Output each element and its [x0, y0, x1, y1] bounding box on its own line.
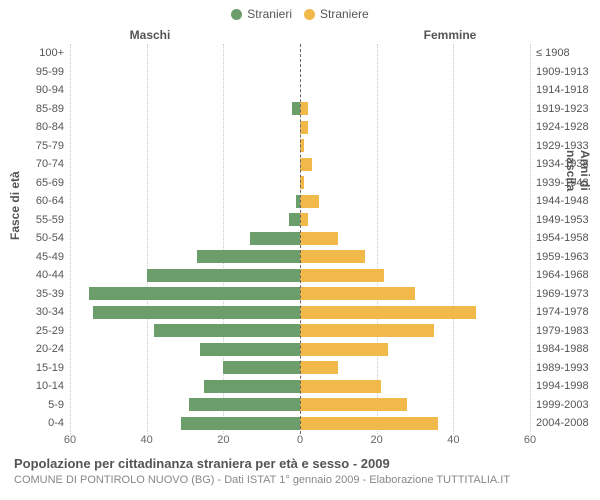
bar-female [300, 269, 384, 282]
bar-male [147, 269, 300, 282]
age-label: 95-99 [24, 63, 64, 81]
bar-female [300, 250, 365, 263]
x-tick: 40 [141, 434, 153, 446]
bar-female [300, 398, 407, 411]
age-label: 30-34 [24, 303, 64, 321]
bar-male [154, 324, 300, 337]
x-tick: 60 [524, 434, 536, 446]
age-label: 60-64 [24, 192, 64, 210]
chart-subtitle: COMUNE DI PONTIROLO NUOVO (BG) - Dati IS… [14, 473, 586, 487]
birth-year-label: 1964-1968 [536, 266, 600, 284]
age-label: 15-19 [24, 359, 64, 377]
age-label: 70-74 [24, 155, 64, 173]
bar-female [300, 417, 438, 430]
bar-male [189, 398, 300, 411]
legend: Stranieri Straniere [0, 0, 600, 28]
birth-year-label: 1979-1983 [536, 322, 600, 340]
birth-year-label: 1999-2003 [536, 396, 600, 414]
age-label: 20-24 [24, 340, 64, 358]
bar-female [300, 287, 415, 300]
y-axis-title-left: Fasce di età [8, 171, 22, 240]
bar-male [89, 287, 300, 300]
birth-year-label: 1969-1973 [536, 285, 600, 303]
age-label: 50-54 [24, 229, 64, 247]
age-label: 5-9 [24, 396, 64, 414]
center-axis [300, 44, 301, 434]
bar-female [300, 102, 308, 115]
x-tick: 40 [447, 434, 459, 446]
side-title-male: Maschi [0, 28, 300, 42]
bar-female [300, 232, 338, 245]
birth-year-label: 1984-1988 [536, 340, 600, 358]
age-label: 85-89 [24, 100, 64, 118]
bar-female [300, 306, 476, 319]
birth-year-label: 1949-1953 [536, 211, 600, 229]
population-pyramid-chart: Stranieri Straniere Maschi Femmine Fasce… [0, 0, 600, 500]
birth-year-label: ≤ 1908 [536, 44, 600, 62]
birth-year-label: 1934-1938 [536, 155, 600, 173]
x-tick: 0 [297, 434, 303, 446]
birth-year-label: 1954-1958 [536, 229, 600, 247]
bar-male [250, 232, 300, 245]
age-label: 100+ [24, 44, 64, 62]
legend-label-female: Straniere [320, 7, 369, 21]
bar-female [300, 324, 434, 337]
bar-female [300, 361, 338, 374]
birth-year-label: 2004-2008 [536, 414, 600, 432]
bar-female [300, 380, 381, 393]
bar-female [300, 158, 312, 171]
birth-year-label: 1909-1913 [536, 63, 600, 81]
birth-year-label: 1939-1943 [536, 174, 600, 192]
chart-footer: Popolazione per cittadinanza straniera p… [14, 456, 586, 487]
birth-year-label: 1959-1963 [536, 248, 600, 266]
bar-female [300, 213, 308, 226]
legend-item-female: Straniere [304, 7, 369, 21]
x-tick: 20 [371, 434, 383, 446]
bar-male [181, 417, 300, 430]
bar-female [300, 195, 319, 208]
age-label: 35-39 [24, 285, 64, 303]
bar-male [292, 102, 300, 115]
bar-male [223, 361, 300, 374]
legend-item-male: Stranieri [231, 7, 292, 21]
legend-swatch-female [304, 9, 315, 20]
age-label: 10-14 [24, 377, 64, 395]
plot-area: 100+≤ 190895-991909-191390-941914-191885… [70, 44, 530, 434]
bar-female [300, 343, 388, 356]
x-tick: 60 [64, 434, 76, 446]
legend-label-male: Stranieri [247, 7, 292, 21]
birth-year-label: 1924-1928 [536, 118, 600, 136]
age-label: 0-4 [24, 414, 64, 432]
age-label: 65-69 [24, 174, 64, 192]
age-label: 45-49 [24, 248, 64, 266]
x-axis: 6040200204060 [70, 434, 530, 452]
birth-year-label: 1974-1978 [536, 303, 600, 321]
birth-year-label: 1919-1923 [536, 100, 600, 118]
birth-year-label: 1989-1993 [536, 359, 600, 377]
bar-female [300, 121, 308, 134]
bar-male [200, 343, 300, 356]
bar-male [289, 213, 301, 226]
bar-male [93, 306, 300, 319]
x-tick: 20 [217, 434, 229, 446]
age-label: 25-29 [24, 322, 64, 340]
birth-year-label: 1929-1933 [536, 137, 600, 155]
age-label: 80-84 [24, 118, 64, 136]
age-label: 75-79 [24, 137, 64, 155]
chart-title: Popolazione per cittadinanza straniera p… [14, 456, 586, 473]
birth-year-label: 1944-1948 [536, 192, 600, 210]
legend-swatch-male [231, 9, 242, 20]
age-label: 40-44 [24, 266, 64, 284]
bar-male [197, 250, 301, 263]
birth-year-label: 1994-1998 [536, 377, 600, 395]
birth-year-label: 1914-1918 [536, 81, 600, 99]
age-label: 55-59 [24, 211, 64, 229]
bar-male [204, 380, 300, 393]
grid-line [530, 44, 531, 434]
side-title-female: Femmine [300, 28, 600, 42]
age-label: 90-94 [24, 81, 64, 99]
